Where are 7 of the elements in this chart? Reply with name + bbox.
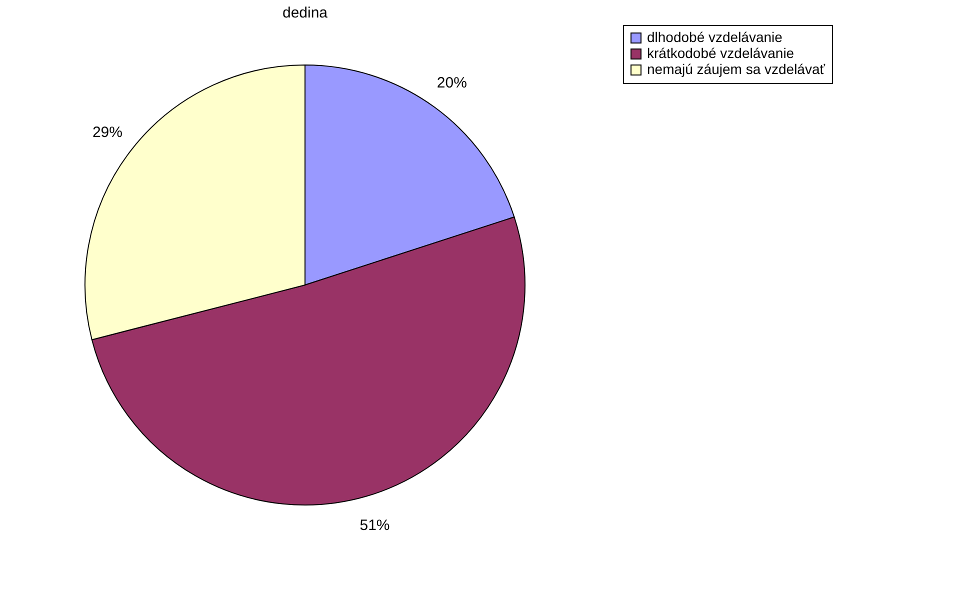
chart-title: dedina — [282, 4, 328, 22]
legend-label: nemajú záujem sa vzdelávať — [647, 61, 826, 77]
data-label: 51% — [360, 517, 390, 534]
legend-label: krátkodobé vzdelávanie — [647, 45, 794, 61]
data-label: 29% — [92, 124, 122, 141]
legend-label: dlhodobé vzdelávanie — [647, 29, 783, 45]
data-label: 20% — [436, 74, 467, 92]
